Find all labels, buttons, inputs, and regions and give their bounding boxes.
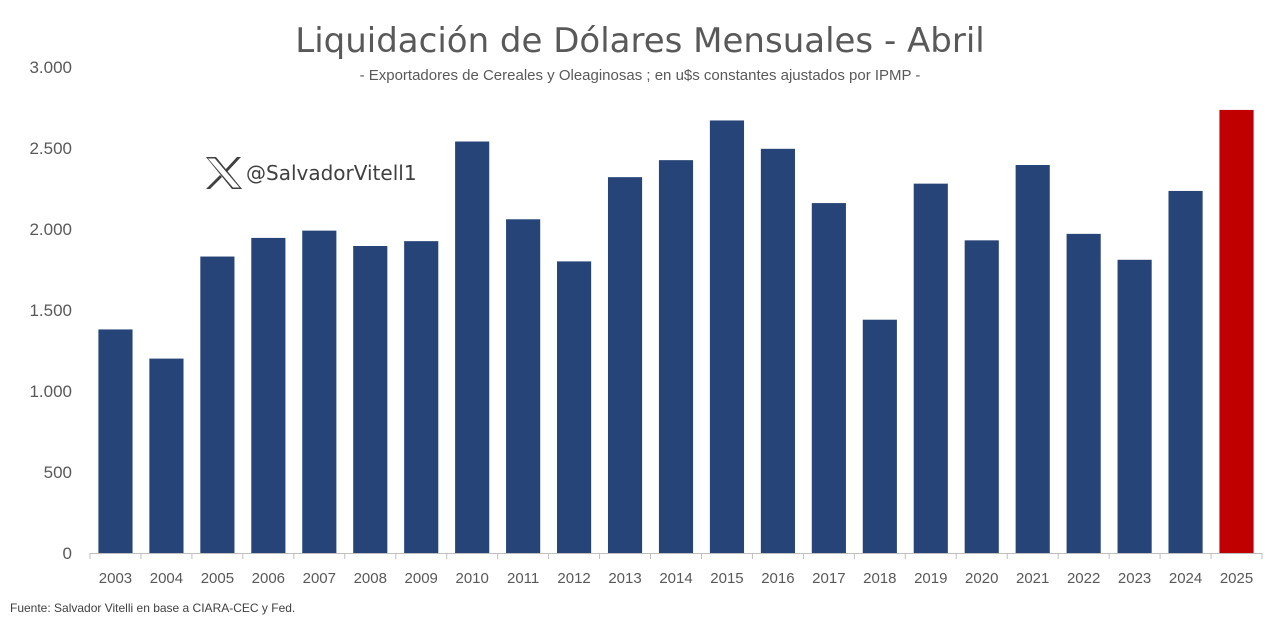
x-tick-label: 2005 [201,570,234,587]
source-note: Fuente: Salvador Vitelli en base a CIARA… [10,601,295,615]
bar-2006 [251,237,286,553]
chart-subtitle: - Exportadores de Cereales y Oleaginosas… [360,67,921,84]
bar-2024 [1168,190,1203,553]
bar-2003 [98,329,133,553]
x-tick-label: 2025 [1220,570,1253,587]
x-tick-label: 2013 [608,570,641,587]
x-axis: 2003 2004 2005 2006 2007 2008 2009 2010 2011 2012… [89,553,1263,587]
bar-2025 [1219,109,1254,554]
y-tick-label: 2.000 [29,220,72,239]
x-tick-label: 2015 [710,570,743,587]
y-axis: 0 500 1.000 1.500 2.000 2.500 3.000 [29,58,72,563]
bar-2009 [404,241,439,553]
x-tick-label: 2008 [354,570,387,587]
bar-2007 [302,230,337,553]
x-tick-label: 2018 [863,570,896,587]
y-tick-label: 500 [44,463,72,482]
bar-2014 [658,160,694,553]
bars [98,109,1254,554]
x-tick-label: 2024 [1169,570,1202,587]
watermark-handle: @SalvadorVitell1 [246,161,417,185]
x-tick-label: 2022 [1067,570,1100,587]
x-tick-label: 2003 [99,570,132,587]
x-logo-icon [206,157,242,189]
x-tick-label: 2011 [507,570,539,587]
bar-2023 [1117,259,1152,553]
bar-2021 [1015,165,1050,553]
x-tick-label: 2004 [150,570,183,587]
bar-2012 [557,261,592,553]
bar-2020 [964,240,999,553]
y-tick-label: 1.000 [29,382,72,401]
bar-2005 [200,256,235,553]
bar-2019 [913,183,948,553]
x-tick-label: 2014 [659,570,692,587]
bar-2011 [506,219,541,553]
bar-2015 [709,120,745,554]
x-tick-label: 2009 [405,570,438,587]
bar-2010 [455,141,490,553]
bar-2017 [811,203,846,553]
y-tick-label: 3.000 [29,58,72,77]
x-tick-label: 2017 [812,570,845,587]
x-tick-label: 2021 [1016,570,1049,587]
y-tick-label: 1.500 [29,301,72,320]
x-tick-label: 2016 [761,570,794,587]
watermark: @SalvadorVitell1 [206,157,417,189]
y-tick-label: 0 [63,544,72,563]
bar-2004 [149,358,184,553]
y-tick-label: 2.500 [29,139,72,158]
bar-2018 [862,319,897,553]
x-tick-label: 2020 [965,570,998,587]
x-tick-label: 2006 [252,570,285,587]
chart-title: Liquidación de Dólares Mensuales - Abril [295,21,985,61]
bar-2008 [353,246,388,553]
x-tick-label: 2010 [455,570,488,587]
bar-2016 [760,148,795,553]
x-tick-label: 2019 [914,570,947,587]
bar-2013 [607,177,643,553]
x-tick-label: 2007 [303,570,336,587]
x-tick-label: 2023 [1118,570,1151,587]
bar-2022 [1066,233,1101,554]
x-tick-label: 2012 [557,570,590,587]
